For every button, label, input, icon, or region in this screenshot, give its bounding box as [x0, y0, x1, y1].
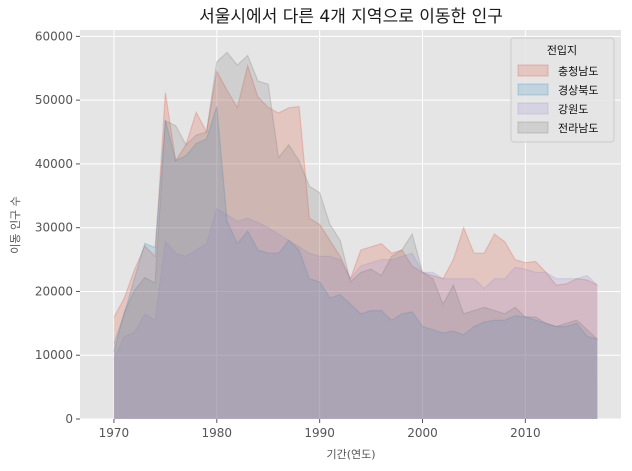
grid	[80, 30, 621, 420]
series-areas	[113, 51, 598, 420]
y-tick-label: 50000	[35, 93, 73, 107]
legend-swatch	[517, 102, 549, 115]
x-tick-label: 1990	[304, 426, 335, 440]
y-tick-label: 0	[65, 412, 73, 426]
legend-swatch	[517, 83, 549, 96]
y-tick-label: 10000	[35, 348, 73, 362]
legend-label: 강원도	[558, 103, 588, 116]
y-tick-label: 40000	[35, 157, 73, 171]
y-tick-label: 60000	[35, 29, 73, 43]
legend-swatch	[517, 121, 549, 134]
legend-box	[510, 37, 615, 143]
x-axis-ticks: 1970 1980 1990 2000 2010	[99, 419, 541, 440]
x-tick-label: 2000	[407, 426, 438, 440]
chart-title: 서울시에서 다른 4개 지역으로 이동한 인구	[199, 7, 503, 27]
legend-label: 충청남도	[558, 65, 598, 78]
y-tick-label: 20000	[35, 284, 73, 298]
area-series-강원도	[113, 208, 598, 419]
legend-swatch	[517, 64, 549, 77]
line-series-경상북도	[113, 106, 598, 344]
x-tick-label: 2010	[510, 426, 541, 440]
legend-label: 전라남도	[558, 122, 598, 135]
line-series-강원도	[113, 207, 598, 360]
x-tick-label: 1980	[202, 426, 233, 440]
legend-title: 전입지	[547, 44, 577, 57]
legend-label: 경상북도	[558, 84, 598, 97]
x-axis-label: 기간(연도)	[326, 448, 375, 461]
y-tick-label: 30000	[35, 221, 73, 235]
x-tick-label: 1970	[99, 426, 130, 440]
y-axis-label: 이동 인구 수	[9, 196, 22, 254]
area-series-전라남도	[113, 52, 598, 419]
area-series-충청남도	[113, 65, 598, 419]
area-series-경상북도	[113, 106, 598, 420]
y-axis-ticks: 0 10000 20000 30000 40000 50000 60000	[35, 29, 80, 426]
line-series-충청남도	[113, 63, 598, 318]
line-series-전라남도	[113, 51, 598, 353]
